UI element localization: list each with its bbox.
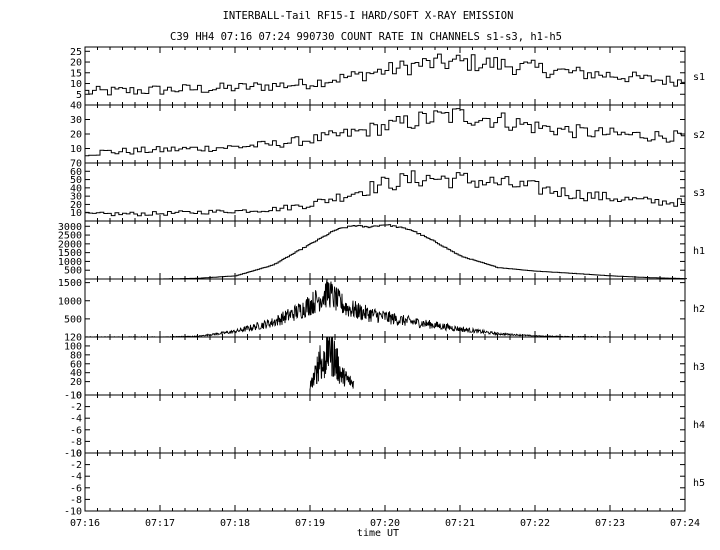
panel-frame-h5 xyxy=(84,452,686,512)
y-tick-label-h4-0: -10 xyxy=(64,449,82,460)
y-tick-label-s3-6: 70 xyxy=(70,159,82,170)
y-tick-label-s3-2: 30 xyxy=(70,192,82,203)
y-tick-label-s2-3: 40 xyxy=(70,101,82,112)
y-tick-label-h4-5: 0 xyxy=(76,391,82,402)
channel-label-h1: h1 xyxy=(693,246,705,257)
channel-label-h3: h3 xyxy=(693,362,705,373)
x-axis-label: time UT xyxy=(357,528,399,539)
y-tick-label-h1-4: 2500 xyxy=(58,231,82,242)
panel-frame-h4 xyxy=(84,394,686,454)
y-tick-label-h5-2: -6 xyxy=(70,483,82,494)
series-line-h2 xyxy=(85,278,610,338)
y-tick-label-h5-0: -10 xyxy=(64,507,82,518)
panels-group: 510152025s110203040s210203040506070s3500… xyxy=(58,46,705,529)
panel-s2: 10 20 30 40 s2 xyxy=(70,101,705,164)
y-tick-label-h3-5: 100 xyxy=(64,341,82,352)
y-tick-label-h2-2: 1500 xyxy=(58,278,82,289)
chart-title: INTERBALL-Tail RF15-I HARD/SOFT X-RAY EM… xyxy=(223,10,514,22)
x-tick-label-0: 07:16 xyxy=(70,518,100,529)
y-tick-label-h5-3: -4 xyxy=(70,472,82,483)
series-line-h3 xyxy=(309,336,355,390)
y-tick-label-h3-1: 20 xyxy=(70,377,82,388)
y-tick-label-h3-4: 80 xyxy=(70,350,82,361)
chart-subtitle: C39 HH4 07:16 07:24 990730 COUNT RATE IN… xyxy=(170,31,562,43)
panel-frame-h1 xyxy=(84,220,686,280)
y-tick-label-s3-0: 10 xyxy=(70,208,82,219)
series-line-s1 xyxy=(85,53,685,96)
y-tick-label-h3-3: 60 xyxy=(70,359,82,370)
y-tick-label-h3-0: -10 xyxy=(64,391,82,402)
x-tick-label-4: 07:20 xyxy=(370,518,400,529)
series-line-s3 xyxy=(85,170,685,217)
panel-frame-h2 xyxy=(84,278,686,338)
x-tick-label-6: 07:22 xyxy=(520,518,550,529)
y-tick-label-h3-2: 40 xyxy=(70,368,82,379)
y-tick-label-s1-2: 15 xyxy=(70,68,82,79)
y-tick-label-s2-1: 20 xyxy=(70,130,82,141)
x-tick-label-5: 07:21 xyxy=(445,518,475,529)
x-tick-label-7: 07:23 xyxy=(595,518,625,529)
panel-h2: 500 1000 1500 h2 xyxy=(58,278,705,338)
y-tick-label-s3-4: 50 xyxy=(70,175,82,186)
y-tick-label-h3-6: 120 xyxy=(64,333,82,344)
y-tick-label-h2-1: 1000 xyxy=(58,296,82,307)
y-tick-label-s2-0: 10 xyxy=(70,144,82,155)
y-tick-label-h5-1: -8 xyxy=(70,495,82,506)
y-tick-label-h4-1: -8 xyxy=(70,437,82,448)
y-tick-label-h5-4: -2 xyxy=(70,460,82,471)
y-tick-label-h2-0: 500 xyxy=(64,314,82,325)
series-line-s2 xyxy=(85,108,685,157)
channel-label-s3: s3 xyxy=(693,188,705,199)
y-tick-label-s2-2: 30 xyxy=(70,115,82,126)
y-tick-label-s1-0: 5 xyxy=(76,90,82,101)
y-tick-label-h4-2: -6 xyxy=(70,425,82,436)
y-tick-label-h1-1: 1000 xyxy=(58,257,82,268)
channel-label-s2: s2 xyxy=(693,130,705,141)
series-line-h1 xyxy=(85,224,687,280)
x-tick-label-2: 07:18 xyxy=(220,518,250,529)
x-tick-label-3: 07:19 xyxy=(295,518,325,529)
y-tick-label-s1-3: 20 xyxy=(70,58,82,69)
channel-label-h5: h5 xyxy=(693,478,705,489)
y-tick-label-s3-5: 60 xyxy=(70,167,82,178)
y-tick-label-h1-0: 500 xyxy=(64,266,82,277)
y-tick-label-h1-3: 2000 xyxy=(58,239,82,250)
y-tick-label-h1-2: 1500 xyxy=(58,248,82,259)
channel-label-h4: h4 xyxy=(693,420,705,431)
y-tick-label-h1-5: 3000 xyxy=(58,222,82,233)
y-tick-label-s3-3: 40 xyxy=(70,183,82,194)
x-tick-label-8: 07:24 xyxy=(670,518,700,529)
panel-frame-h3 xyxy=(84,336,686,396)
y-tick-label-s1-4: 25 xyxy=(70,47,82,58)
channel-label-s1: s1 xyxy=(693,72,705,83)
x-tick-label-1: 07:17 xyxy=(145,518,175,529)
channel-label-h2: h2 xyxy=(693,304,705,315)
y-tick-label-s3-1: 20 xyxy=(70,200,82,211)
y-tick-label-h4-4: -2 xyxy=(70,402,82,413)
y-tick-label-h4-3: -4 xyxy=(70,414,82,425)
y-tick-label-s1-1: 10 xyxy=(70,79,82,90)
y-tick-label-h5-5: 0 xyxy=(76,449,82,460)
